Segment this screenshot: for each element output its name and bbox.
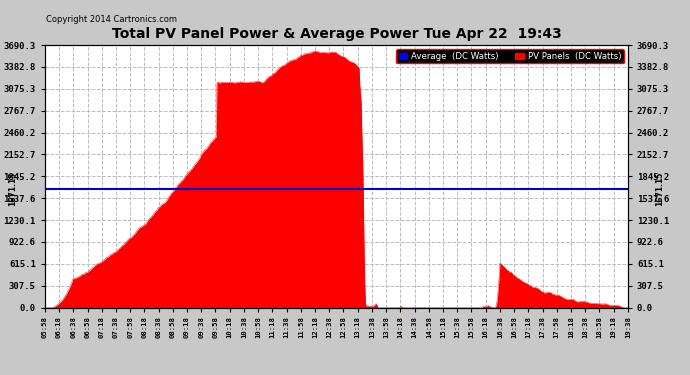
Text: 1671.15: 1671.15 <box>656 171 664 206</box>
Legend: Average  (DC Watts), PV Panels  (DC Watts): Average (DC Watts), PV Panels (DC Watts) <box>396 49 624 63</box>
Title: Total PV Panel Power & Average Power Tue Apr 22  19:43: Total PV Panel Power & Average Power Tue… <box>112 27 561 41</box>
Text: 1671.15: 1671.15 <box>8 171 17 206</box>
Text: Copyright 2014 Cartronics.com: Copyright 2014 Cartronics.com <box>46 15 177 24</box>
